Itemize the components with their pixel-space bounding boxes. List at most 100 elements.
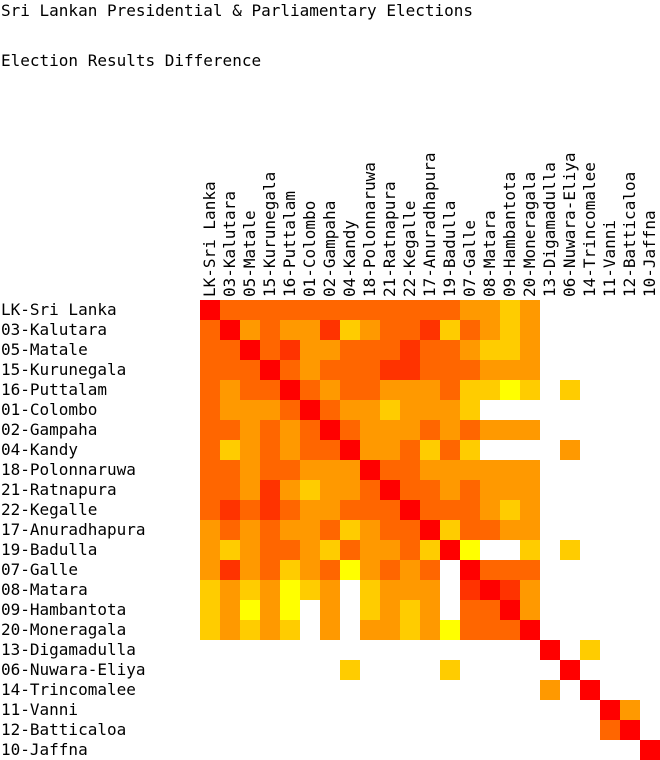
heatmap-cell <box>260 360 280 380</box>
heatmap-cell <box>500 300 520 320</box>
heatmap-cell <box>380 300 400 320</box>
heatmap-cell <box>240 600 260 620</box>
heatmap-cell <box>560 380 580 400</box>
heatmap-cell <box>220 440 240 460</box>
heatmap-cell <box>340 300 360 320</box>
heatmap-cell <box>260 540 280 560</box>
row-label: 06-Nuwara-Eliya <box>1 660 146 679</box>
column-label: 17-Anuradhapura <box>420 153 439 298</box>
heatmap-cell <box>220 300 240 320</box>
row-label: 12-Batticaloa <box>1 720 126 739</box>
heatmap-cell <box>240 380 260 400</box>
heatmap-cell <box>360 320 380 340</box>
heatmap-cell <box>300 440 320 460</box>
heatmap-cell <box>560 440 580 460</box>
heatmap-cell <box>320 540 340 560</box>
row-label: 04-Kandy <box>1 440 78 459</box>
heatmap-cell <box>400 620 420 640</box>
heatmap-cell <box>380 520 400 540</box>
heatmap-cell <box>400 480 420 500</box>
column-label: 08-Matara <box>480 210 499 297</box>
heatmap-cell <box>420 400 440 420</box>
heatmap-cell <box>360 420 380 440</box>
heatmap-cell <box>600 700 620 720</box>
chart-subtitle: Election Results Difference <box>1 51 262 70</box>
heatmap-cell <box>480 340 500 360</box>
heatmap-cell <box>280 440 300 460</box>
row-label: 16-Puttalam <box>1 380 107 399</box>
heatmap-cell <box>240 560 260 580</box>
heatmap-cell <box>400 560 420 580</box>
heatmap-cell <box>300 320 320 340</box>
heatmap-cell <box>500 320 520 340</box>
heatmap-cell <box>260 500 280 520</box>
heatmap-cell <box>240 420 260 440</box>
heatmap-cell <box>340 320 360 340</box>
heatmap-cell <box>520 620 540 640</box>
row-label: 17-Anuradhapura <box>1 520 146 539</box>
heatmap-cell <box>420 540 440 560</box>
heatmap-cell <box>300 480 320 500</box>
heatmap-cell <box>380 480 400 500</box>
heatmap-cell <box>260 580 280 600</box>
heatmap-cell <box>340 480 360 500</box>
heatmap-cell <box>400 320 420 340</box>
heatmap-cell <box>620 720 640 740</box>
heatmap-cell <box>520 340 540 360</box>
heatmap-cell <box>300 420 320 440</box>
heatmap-cell <box>580 640 600 660</box>
heatmap-cell <box>500 420 520 440</box>
heatmap-cell <box>260 400 280 420</box>
heatmap-cell <box>500 380 520 400</box>
heatmap-cell <box>440 360 460 380</box>
heatmap-cell <box>340 400 360 420</box>
heatmap-cell <box>380 320 400 340</box>
heatmap-cell <box>400 460 420 480</box>
heatmap-cell <box>320 560 340 580</box>
heatmap-cell <box>520 460 540 480</box>
heatmap-cell <box>340 560 360 580</box>
heatmap-cell <box>520 300 540 320</box>
heatmap-cell <box>420 500 440 520</box>
heatmap-cell <box>300 300 320 320</box>
column-label: 06-Nuwara-Eliya <box>560 153 579 298</box>
heatmap-cell <box>260 440 280 460</box>
heatmap-cell <box>360 480 380 500</box>
heatmap-cell <box>380 380 400 400</box>
row-label: 11-Vanni <box>1 700 78 719</box>
column-label: 10-Jaffna <box>640 210 659 297</box>
heatmap-cell <box>200 460 220 480</box>
heatmap-cell <box>360 460 380 480</box>
heatmap-cell <box>460 560 480 580</box>
column-label: 02-Gampaha <box>320 201 339 297</box>
heatmap-cell <box>420 340 440 360</box>
heatmap-cell <box>280 580 300 600</box>
heatmap-cell <box>380 540 400 560</box>
column-label: 12-Batticaloa <box>620 172 639 297</box>
heatmap-cell <box>480 360 500 380</box>
heatmap-cell <box>280 520 300 540</box>
row-label: 13-Digamadulla <box>1 640 136 659</box>
heatmap-cell <box>300 580 320 600</box>
heatmap-cell <box>460 440 480 460</box>
heatmap-cell <box>260 300 280 320</box>
heatmap-cell <box>380 620 400 640</box>
heatmap-cell <box>300 540 320 560</box>
heatmap-cell <box>360 600 380 620</box>
heatmap-cell <box>320 420 340 440</box>
heatmap-cell <box>240 480 260 500</box>
row-label: 08-Matara <box>1 580 88 599</box>
heatmap-cell <box>380 420 400 440</box>
heatmap-cell <box>400 340 420 360</box>
heatmap-cell <box>420 420 440 440</box>
heatmap-cell <box>200 300 220 320</box>
heatmap-cell <box>400 540 420 560</box>
row-label: 05-Matale <box>1 340 88 359</box>
heatmap-cell <box>200 360 220 380</box>
heatmap-cell <box>320 440 340 460</box>
heatmap-cell <box>440 340 460 360</box>
heatmap-cell <box>220 380 240 400</box>
heatmap-cell <box>400 400 420 420</box>
heatmap-cell <box>360 580 380 600</box>
heatmap-cell <box>260 420 280 440</box>
